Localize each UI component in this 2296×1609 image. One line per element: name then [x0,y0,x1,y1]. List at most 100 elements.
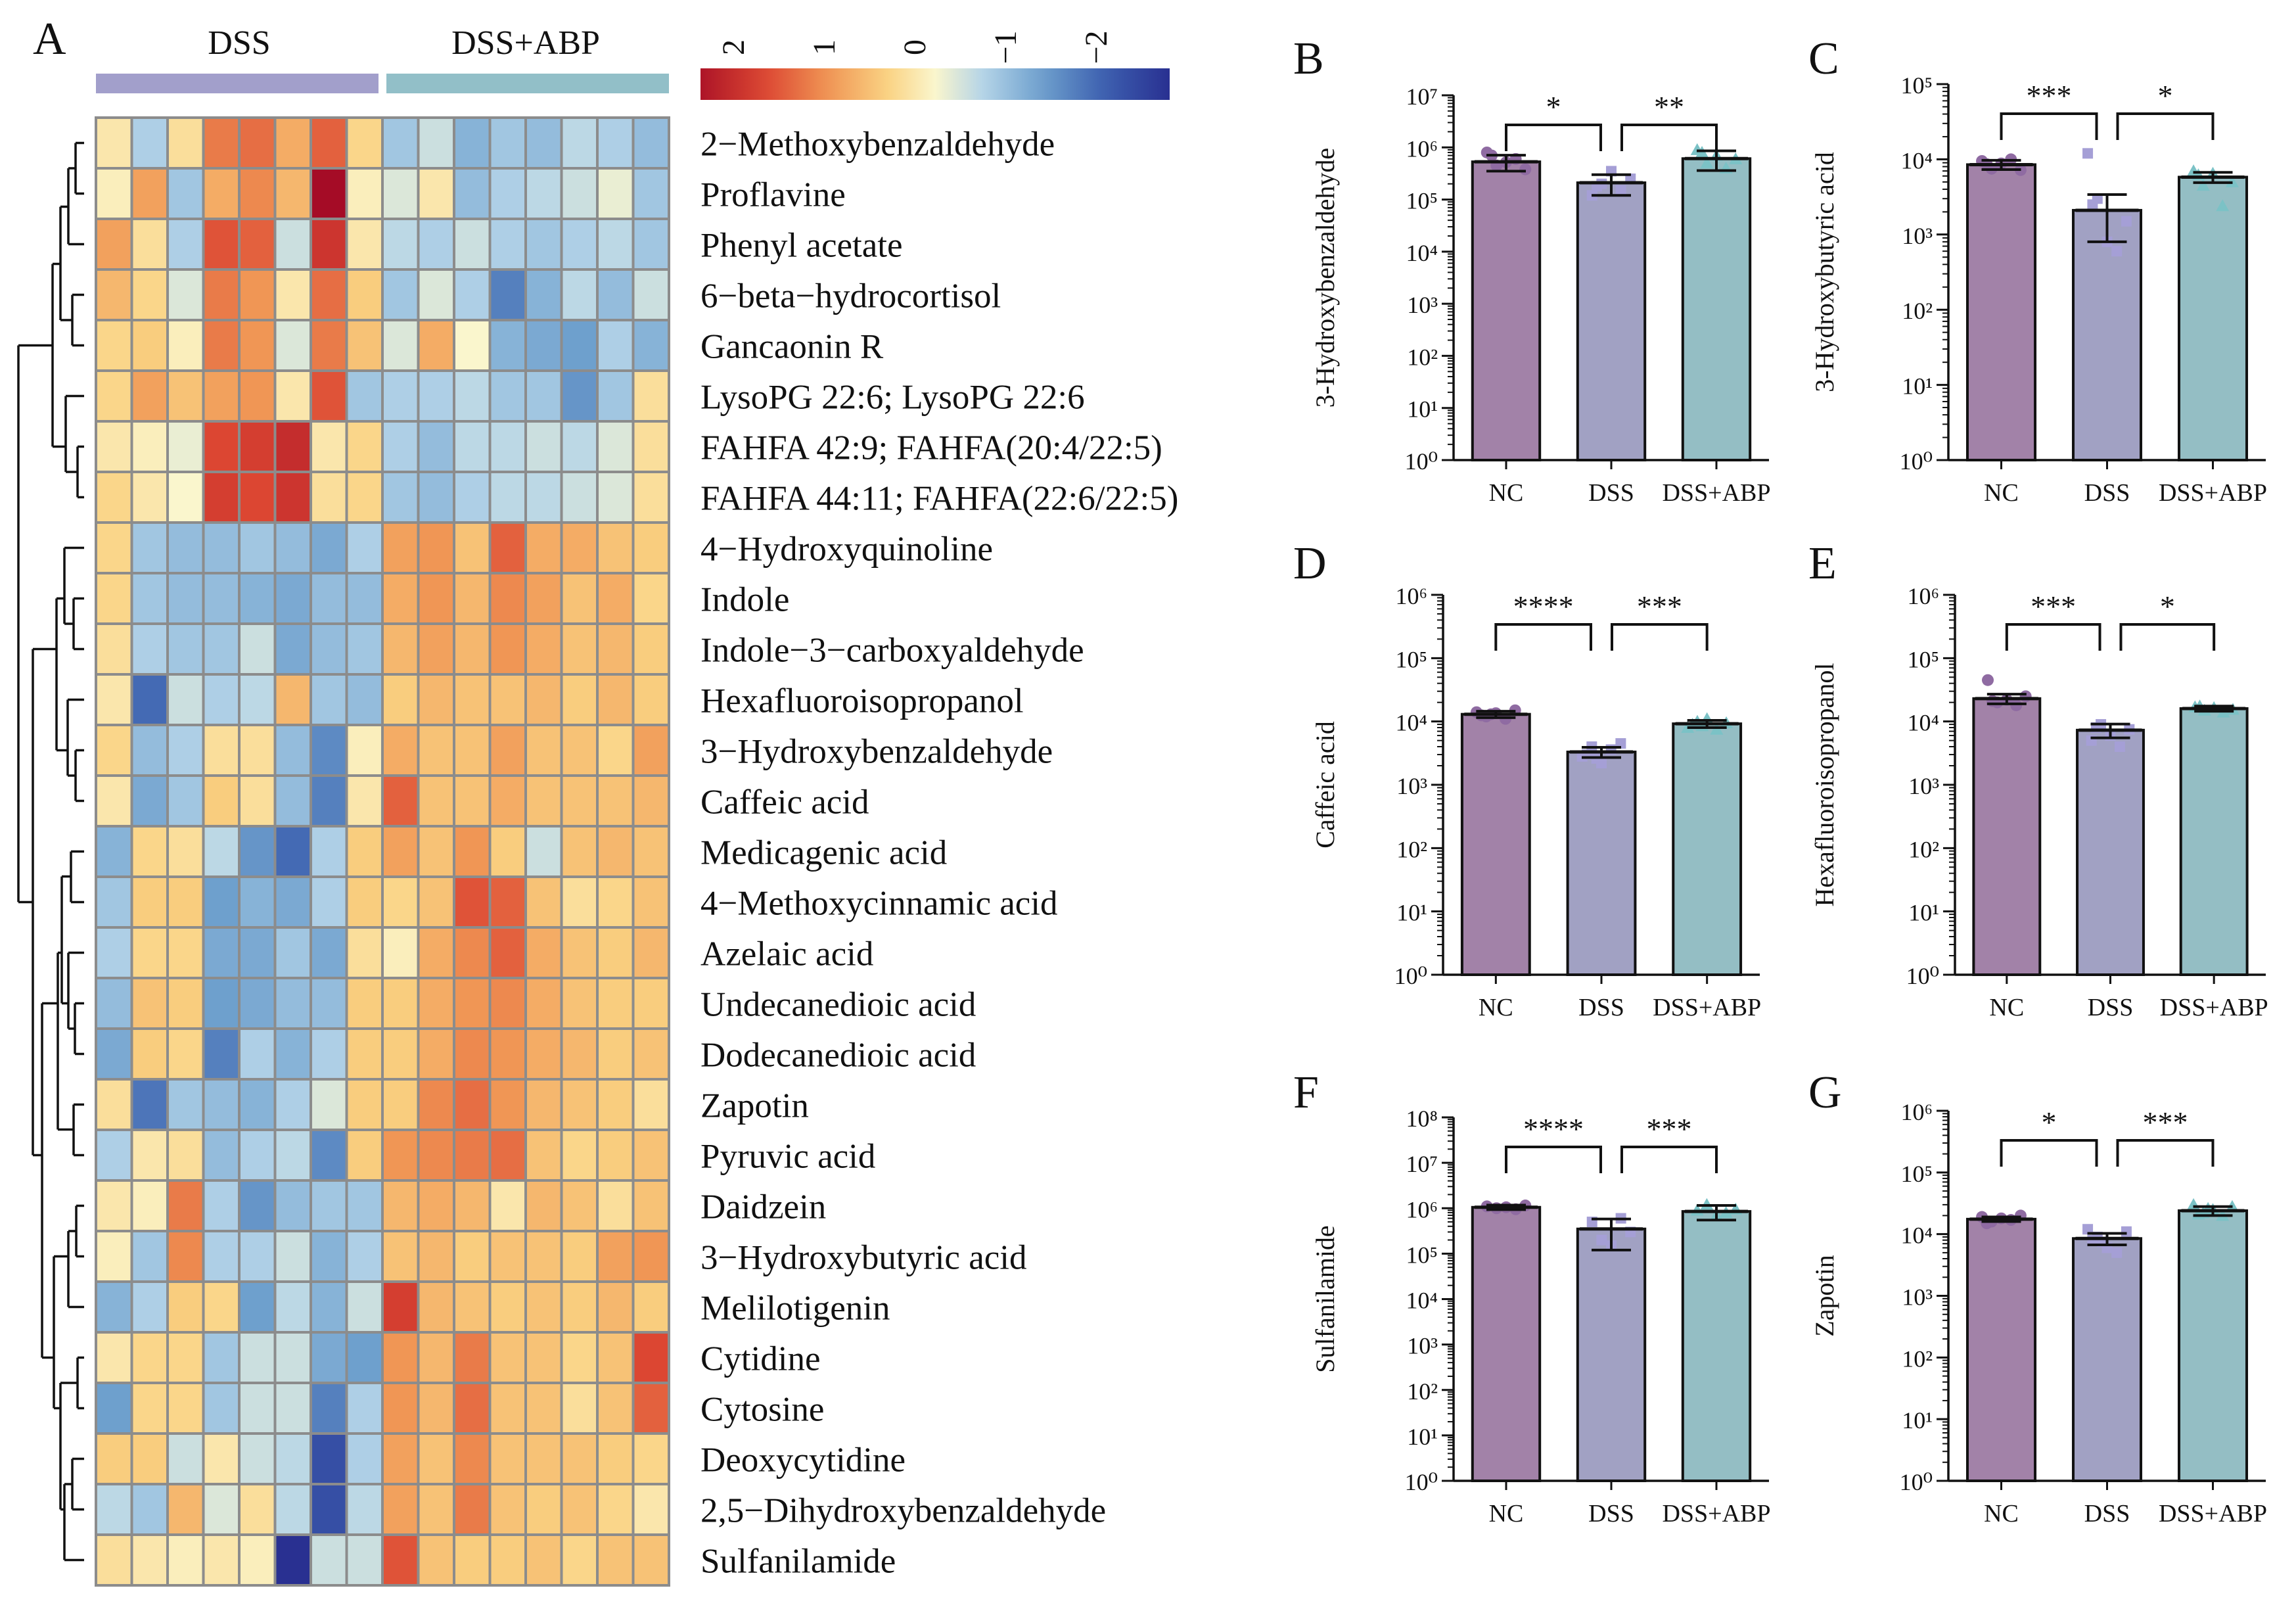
heatmap-cell [130,1129,169,1182]
heatmap-cell [310,1382,348,1435]
heatmap-row-label: Azelaic acid [700,935,873,973]
y-tick-label: 10² [1407,344,1438,370]
heatmap-cell [202,1533,241,1587]
panel-label-c: C [1808,34,1839,84]
heatmap-cell [345,724,384,777]
heatmap-cell [631,319,670,372]
bar-panel-d: D 10⁰ 10¹ 10² 10³ 10⁴ 10⁵ 10⁶ Caffeic acid NC DSS D… [1293,538,1761,1021]
heatmap-row-label: 3−Hydroxybenzaldehyde [700,733,1053,771]
heatmap-cell [453,1533,492,1587]
heatmap-cell [202,521,241,574]
heatmap-cell [560,1382,599,1435]
heatmap-cell [310,724,348,777]
heatmap-cell [345,774,384,828]
heatmap-cell [560,1078,599,1131]
heatmap-cell [310,622,348,676]
heatmap-cell [631,724,670,777]
heatmap-cell [95,1432,133,1485]
heatmap-cell [238,673,277,726]
panel-label-d: D [1293,538,1327,589]
heatmap-cell [524,319,563,372]
heatmap-row-label: Phenyl acetate [700,227,903,265]
heatmap-cell [273,673,312,726]
heatmap-cell [130,673,169,726]
heatmap-cell [524,622,563,676]
x-tick-label: NC [1984,1500,2019,1527]
heatmap-cell [345,1027,384,1081]
heatmap-cell [596,1027,635,1081]
heatmap-cell [417,218,455,271]
heatmap-cell [453,471,492,524]
heatmap-cell [417,977,455,1030]
y-tick-label: 10² [1908,836,1939,862]
heatmap-cell [130,369,169,423]
heatmap-cell [130,319,169,372]
heatmap-row-label: Deoxycytidine [700,1441,906,1480]
heatmap-row-label: Cytidine [700,1340,821,1378]
y-tick-label: 10⁴ [1406,240,1438,266]
y-tick-label: 10³ [1908,773,1939,799]
row-dendrogram [17,141,84,1562]
x-tick-label: DSS+ABP [1662,479,1770,507]
heatmap-cell [417,471,455,524]
legend-tick-label: 0 [898,39,932,55]
x-tick-label: NC [1489,479,1524,507]
heatmap-cell [596,167,635,220]
heatmap-cell [238,622,277,676]
heatmap-cell [453,774,492,828]
heatmap-cell [560,724,599,777]
x-tick-label: NC [1984,479,2019,507]
heatmap-cell [417,673,455,726]
heatmap-cell [310,1483,348,1536]
bar [1965,1217,2037,1482]
heatmap-cell [95,369,133,423]
y-tick-label: 10⁰ [1900,1469,1933,1495]
heatmap-cell [417,875,455,929]
heatmap-cell [631,1027,670,1081]
y-tick-label: 10¹ [1407,396,1438,423]
heatmap-cell [417,622,455,676]
heatmap-cell [488,1432,527,1485]
heatmap-cell [596,369,635,423]
x-tick-label: DSS+ABP [1662,1500,1770,1527]
heatmap-cell [130,268,169,321]
heatmap-cell [417,1533,455,1587]
heatmap-row-label: 6−beta−hydrocortisol [700,277,1001,315]
bar [1566,751,1637,976]
heatmap-cell [417,724,455,777]
heatmap-cell [273,875,312,929]
heatmap-cell [596,218,635,271]
heatmap-row-label: Hexafluoroisopropanol [700,682,1024,720]
heatmap-cell [596,1078,635,1131]
heatmap-cell [202,1230,241,1283]
heatmap-cell [596,622,635,676]
x-tick-label: DSS [2088,994,2134,1021]
heatmap-cell [524,218,563,271]
heatmap-cell [166,774,205,828]
heatmap-cell [381,977,420,1030]
heatmap-cell [95,1230,133,1283]
heatmap-cell [417,926,455,979]
data-point [2082,1224,2094,1235]
heatmap-cell [488,521,527,574]
heatmap-cell [166,167,205,220]
heatmap-cell [166,116,205,170]
heatmap-cell [130,1483,169,1536]
heatmap-cell [631,825,670,878]
heatmap-cell [631,1230,670,1283]
heatmap-cell [202,1129,241,1182]
heatmap-cell [524,116,563,170]
heatmap-cell [238,1230,277,1283]
heatmap-cell [453,268,492,321]
significance-label: * [2042,1106,2057,1139]
heatmap-cell [166,1280,205,1334]
heatmap-cell [417,825,455,878]
y-tick-label: 10⁴ [1395,710,1427,736]
heatmap-cell [596,521,635,574]
x-tick-label: DSS+ABP [2160,994,2268,1021]
heatmap-cell [310,977,348,1030]
heatmap-row-label: Sulfanilamide [700,1543,896,1581]
heatmap-cell [202,926,241,979]
bar [1672,722,1743,977]
bar-panel-b: B 10⁰ 10¹ 10² 10³ 10⁴ 10⁵ 10⁶ 10⁷ 3-Hydroxybenzal… [1293,34,1771,507]
